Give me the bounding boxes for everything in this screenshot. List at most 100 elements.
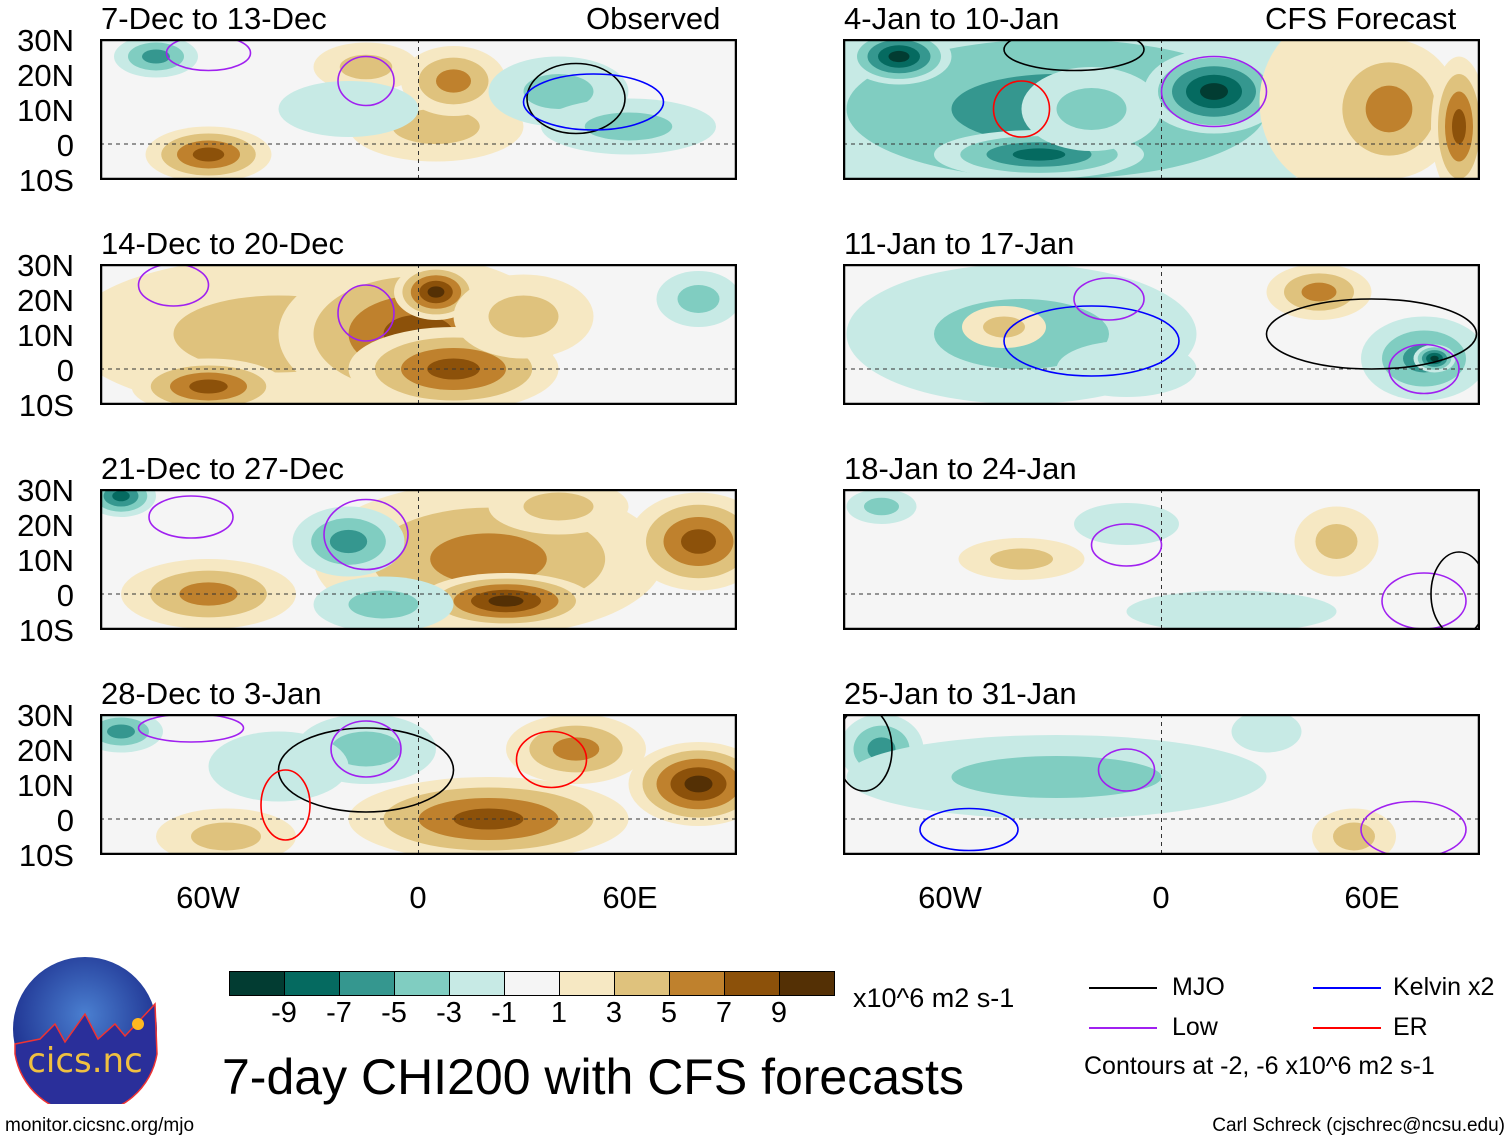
contour-mjo (1265, 298, 1478, 370)
anomaly-contour-fill (888, 50, 910, 63)
colorbar-swatch (505, 972, 560, 995)
lon-label: 60E (602, 880, 658, 915)
anomaly-contour-fill (339, 54, 393, 80)
colorbar-tick-label: 3 (605, 997, 623, 1029)
map-panel (843, 489, 1480, 630)
colorbar-tick-label: -1 (491, 997, 517, 1029)
colorbar-swatch (725, 972, 780, 995)
panel-title: 25-Jan to 31-Jan (844, 676, 1077, 711)
lat-label: 20N (17, 283, 74, 318)
lat-label: 30N (17, 23, 74, 58)
lon-label: 0 (409, 880, 427, 915)
anomaly-contour-fill (1315, 524, 1358, 559)
contour-low (137, 264, 210, 307)
legend-note: Contours at -2, -6 x10^6 m2 s-1 (1084, 1052, 1435, 1080)
panel-frame (843, 489, 1480, 630)
contour-mjo (526, 62, 626, 135)
colorbar-tick-label: -5 (381, 997, 407, 1029)
anomaly-contour-fill (331, 731, 401, 767)
panel-frame (843, 264, 1480, 405)
panel-frame (843, 714, 1480, 855)
lat-label: 30N (17, 473, 74, 508)
panel-title: 4-Jan to 10-Jan (844, 1, 1060, 36)
contour-kelvin (1003, 305, 1180, 377)
lat-label: 0 (56, 353, 74, 388)
legend-label-kelvin: Kelvin x2 (1393, 973, 1495, 1001)
lon-label: 60W (918, 880, 982, 915)
contour-mjo (1430, 551, 1480, 630)
anomaly-contour-fill (436, 69, 471, 93)
contour-low (1073, 277, 1145, 321)
contour-low (337, 55, 395, 107)
anomaly-contour-fill (677, 285, 720, 313)
legend-label-mjo: MJO (1172, 973, 1225, 1001)
anomaly-contour-fill (1012, 148, 1066, 161)
anomaly-contour-fill (552, 737, 600, 761)
contour-low (165, 39, 252, 72)
map-panel (100, 39, 737, 180)
colorbar-units: x10^6 m2 s-1 (853, 983, 1015, 1013)
panel-frame (100, 39, 737, 180)
anomaly-contour-fill (191, 822, 261, 851)
lat-label: 0 (56, 803, 74, 838)
map-panel (100, 489, 737, 630)
anomaly-contour-fill (684, 775, 713, 793)
contour-mjo (1003, 39, 1145, 72)
contour-low (323, 498, 409, 571)
lat-label: 30N (17, 698, 74, 733)
anomaly-contour-fill (488, 595, 524, 607)
map-panel (100, 264, 737, 405)
contour-er (992, 80, 1051, 138)
contour-low (1090, 523, 1163, 567)
cics-logo: cics.nc (13, 957, 158, 1104)
anomaly-contour-fill (427, 286, 445, 298)
panel-frame (843, 39, 1480, 180)
contour-low (1360, 800, 1467, 855)
contour-low (137, 714, 245, 743)
lat-label: 10N (17, 543, 74, 578)
anomaly-contour-fill (1200, 83, 1228, 100)
anomaly-contour-fill (1365, 85, 1413, 133)
contour-low (148, 495, 234, 539)
lat-label: 10S (18, 163, 74, 198)
panel-title: 18-Jan to 24-Jan (844, 451, 1077, 486)
colorbar-swatch (395, 972, 450, 995)
panel-title: 21-Dec to 27-Dec (101, 451, 344, 486)
anomaly-contour-fill (1333, 822, 1375, 851)
lat-label: 30N (17, 248, 74, 283)
contour-low (1160, 55, 1268, 128)
colorbar-swatch (615, 972, 670, 995)
colorbar-swatch (450, 972, 505, 995)
colorbar-tick-label: 5 (660, 997, 678, 1029)
panel-title: 28-Dec to 3-Jan (101, 676, 322, 711)
lon-label: 0 (1152, 880, 1170, 915)
lat-label: 20N (17, 58, 74, 93)
figure-title: 7-day CHI200 with CFS forecasts (222, 1049, 964, 1105)
contour-kelvin (919, 807, 1019, 852)
anomaly-contour-fill (681, 529, 716, 554)
footer-url[interactable]: monitor.cicsnc.org/mjo (5, 1115, 195, 1136)
anomaly-contour-fill (523, 492, 594, 521)
legend-line-er (1313, 1027, 1381, 1029)
map-panel (100, 714, 737, 855)
contour-low (1097, 748, 1156, 792)
anomaly-contour-fill (453, 808, 524, 830)
anomaly-contour-fill (983, 316, 1025, 338)
colorbar-tick-label: -7 (326, 997, 352, 1029)
map-panel (843, 39, 1480, 180)
footer-credit: Carl Schreck (cjschrec@ncsu.edu) (1212, 1115, 1505, 1136)
colorbar-swatch (230, 972, 285, 995)
contour-mjo (277, 727, 455, 813)
contour-low (337, 284, 395, 342)
contour-er (260, 769, 311, 841)
colorbar-swatch (340, 972, 395, 995)
colorbar-tick-label: 7 (715, 997, 733, 1029)
observed-header: Observed (586, 1, 721, 36)
anomaly-contour-fill (1231, 714, 1302, 753)
colorbar-tick-label: -3 (436, 997, 462, 1029)
anomaly-contour-fill (1056, 88, 1127, 130)
legend-label-low: Low (1172, 1013, 1218, 1041)
anomaly-contour-fill (864, 497, 899, 516)
panel-title: 11-Jan to 17-Jan (844, 226, 1075, 261)
